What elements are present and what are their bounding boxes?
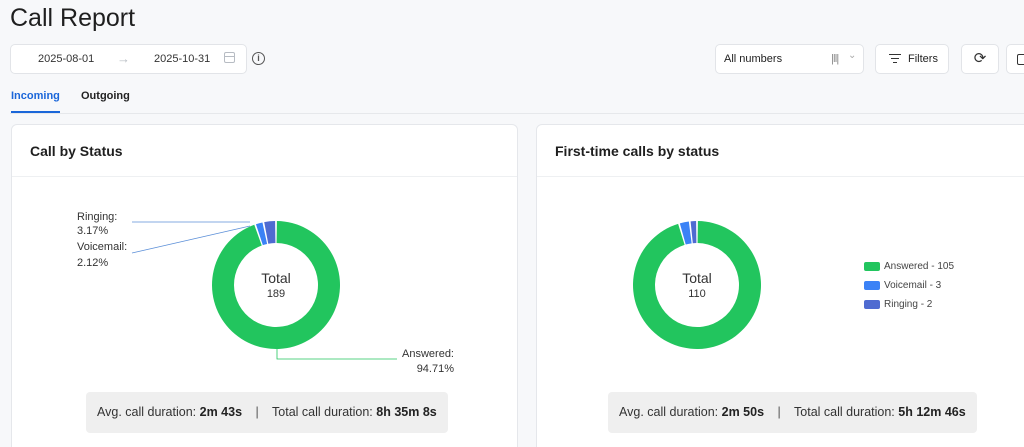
filter-icon — [889, 53, 901, 65]
legend-item-voicemail[interactable]: Voicemail - 3 — [864, 280, 954, 299]
select-separator-icon: |‖| — [831, 53, 839, 65]
summary-separator: | — [255, 405, 259, 419]
chart-legend: Answered - 105 Voicemail - 3 Ringing - 2 — [864, 261, 954, 318]
refresh-icon: ⟳ — [973, 50, 987, 67]
tabs-divider — [10, 113, 1024, 114]
legend-item-ringing[interactable]: Ringing - 2 — [864, 299, 954, 318]
tab-incoming[interactable]: Incoming — [11, 90, 60, 113]
legend-label: Answered - 105 — [884, 261, 955, 272]
date-range-picker[interactable]: 2025-08-01 → 2025-10-31 — [10, 44, 247, 74]
tab-bar: Incoming Outgoing — [10, 82, 1024, 116]
chevron-down-icon: ⌄ — [848, 50, 857, 61]
donut-total-label: Total — [261, 270, 291, 286]
export-icon — [1017, 54, 1024, 65]
call-duration-summary: Avg. call duration: 2m 50s | Total call … — [608, 392, 977, 433]
card-header: First-time calls by status — [537, 125, 1024, 177]
legend-swatch — [864, 281, 880, 290]
tab-outgoing[interactable]: Outgoing — [81, 90, 130, 102]
avg-duration-label: Avg. call duration: — [619, 405, 719, 419]
call-duration-summary: Avg. call duration: 2m 43s | Total call … — [86, 392, 448, 433]
answered-leader-line — [276, 345, 397, 360]
calendar-icon[interactable] — [224, 52, 235, 63]
card-title: Call by Status — [30, 143, 123, 159]
page-title: Call Report — [10, 4, 136, 32]
donut-slice-voicemail[interactable] — [679, 221, 692, 245]
avg-duration-value: 2m 50s — [721, 405, 765, 419]
start-date[interactable]: 2025-08-01 — [38, 53, 95, 65]
donut-total-value: 110 — [688, 288, 706, 300]
info-icon[interactable]: i — [252, 52, 265, 65]
donut-slice-answered[interactable] — [633, 221, 761, 349]
donut-slice-ringing[interactable] — [690, 221, 697, 244]
voicemail-leader-line — [131, 225, 251, 254]
call-by-status-card: Call by Status Total 189 Ringing: 3.17% … — [11, 124, 518, 447]
answered-pct: 94.71% — [417, 363, 455, 375]
answered-label: Answered: — [402, 348, 454, 360]
voicemail-pct: 2.12% — [77, 257, 108, 269]
first-time-calls-chart: Total 110 — [633, 221, 761, 349]
legend-swatch — [864, 262, 880, 271]
avg-duration-value: 2m 43s — [199, 405, 243, 419]
donut-slice-ringing[interactable] — [264, 221, 276, 244]
export-button[interactable] — [1006, 44, 1024, 74]
avg-duration-label: Avg. call duration: — [97, 405, 197, 419]
voicemail-label: Voicemail: — [77, 241, 127, 253]
legend-label: Voicemail - 3 — [884, 280, 942, 291]
ringing-pct: 3.17% — [77, 225, 108, 237]
numbers-select[interactable]: All numbers |‖| ⌄ — [715, 44, 864, 74]
arrow-right-icon: → — [117, 51, 130, 66]
legend-label: Ringing - 2 — [884, 299, 933, 310]
first-time-calls-card: First-time calls by status Total 110 Ans… — [536, 124, 1024, 447]
refresh-button[interactable]: ⟳ — [961, 44, 999, 74]
donut-total-label: Total — [682, 270, 712, 286]
call-by-status-chart: Total 189 Ringing: 3.17% Voicemail: 2.12… — [77, 211, 455, 375]
donut-total-value: 189 — [267, 288, 285, 300]
end-date[interactable]: 2025-10-31 — [154, 53, 211, 65]
legend-item-answered[interactable]: Answered - 105 — [864, 261, 954, 280]
filters-button[interactable]: Filters — [875, 44, 949, 74]
legend-swatch — [864, 300, 880, 309]
card-header: Call by Status — [12, 125, 517, 177]
total-duration-label: Total call duration: — [794, 405, 895, 419]
filters-label: Filters — [908, 53, 938, 65]
summary-separator: | — [777, 405, 781, 419]
total-duration-label: Total call duration: — [272, 405, 373, 419]
ringing-label: Ringing: — [77, 211, 117, 223]
donut-slice-answered[interactable] — [212, 221, 340, 349]
card-title: First-time calls by status — [555, 143, 720, 159]
total-duration-value: 8h 35m 8s — [376, 405, 437, 419]
numbers-select-value: All numbers — [724, 53, 783, 65]
total-duration-value: 5h 12m 46s — [898, 405, 966, 419]
donut-slice-voicemail[interactable] — [255, 222, 268, 246]
